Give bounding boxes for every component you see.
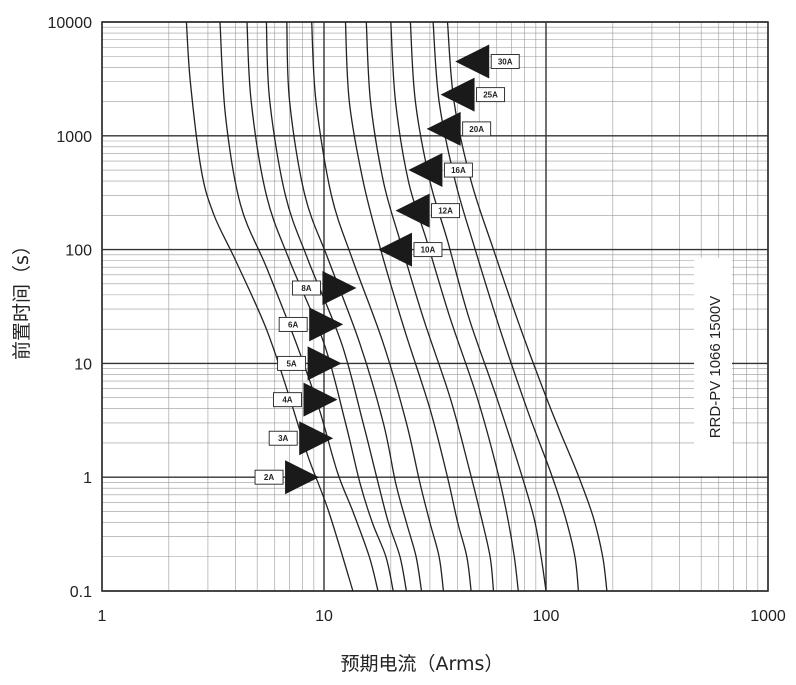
label-box [413,242,443,258]
chart-curves [185,21,608,592]
curve-8a [311,21,445,592]
label-8a: 8A [291,270,357,305]
label-text: 8A [301,284,311,293]
label-box [277,355,307,371]
label-box [443,162,473,178]
label-box [268,430,298,446]
y-tick-label: 10 [74,356,92,373]
label-arrow [395,193,430,228]
label-box [462,121,492,137]
label-text: 20A [469,125,484,134]
curve-10a [344,21,472,592]
label-arrow [285,460,320,495]
label-box [291,280,321,296]
curve-20a [409,21,547,592]
curve-3a [219,21,379,592]
label-arrow [307,346,342,381]
curve-12a [365,21,495,592]
label-20a: 20A [426,111,492,146]
x-tick-label: 1000 [750,608,786,625]
curve-30a [446,21,608,592]
label-4a: 4A [273,382,338,417]
label-5a: 5A [277,346,342,381]
label-arrow [408,153,443,188]
label-text: 5A [286,359,296,368]
label-text: 2A [264,473,274,482]
label-arrow [426,111,461,146]
curve-5a [265,21,408,592]
x-tick-label: 100 [533,608,560,625]
model-annotation: RRD-PV 1066 1500V [707,296,724,439]
label-arrow [303,382,338,417]
label-box [278,316,308,332]
y-tick-label: 100 [65,243,92,260]
y-tick-label: 0.1 [70,584,92,601]
x-axis-label: 预期电流（Arms） [341,653,504,675]
axis-tick-labels: 1 10 100 1000 0.1 1 10 100 1000 10000 [48,15,786,625]
label-arrow [299,421,334,456]
y-axis-label: 前置时间（s） [11,236,33,360]
y-tick-label: 10000 [48,15,93,32]
label-box [273,392,302,408]
y-tick-label: 1000 [56,129,92,146]
label-text: 25A [483,91,498,100]
model-annotation-box [694,258,732,476]
label-30a: 30A [455,44,520,79]
label-arrow [455,44,490,79]
label-box [490,54,520,69]
label-box [431,203,460,219]
label-25a: 25A [440,77,506,112]
label-box [476,87,506,103]
label-text: 10A [421,246,436,255]
label-6a: 6A [278,307,344,342]
label-arrow [440,77,475,112]
label-text: 3A [278,434,288,443]
label-arrow [322,270,357,305]
fuse-rating-labels: 2A 3A 4A 5A 6A 8A 10A 12A 16A 20A 25A 30A [254,44,520,495]
label-2a: 2A [254,460,320,495]
label-10a: 10A [377,232,443,267]
label-arrow [377,232,412,267]
label-text: 4A [282,396,292,405]
label-text: 6A [288,320,298,329]
label-box [254,469,284,485]
label-text: 30A [498,57,513,66]
curve-6a [286,21,423,592]
x-tick-label: 1 [98,608,107,625]
curve-2a [185,21,354,592]
chart-grid [101,21,769,592]
label-3a: 3A [268,421,334,456]
y-tick-label: 1 [83,470,92,487]
label-16a: 16A [408,153,473,188]
label-arrow [309,307,344,342]
plot-frame [101,21,769,592]
label-text: 12A [438,207,453,216]
label-text: 16A [451,166,466,175]
label-12a: 12A [395,193,460,228]
x-tick-label: 10 [315,608,333,625]
curve-16a [390,21,519,592]
